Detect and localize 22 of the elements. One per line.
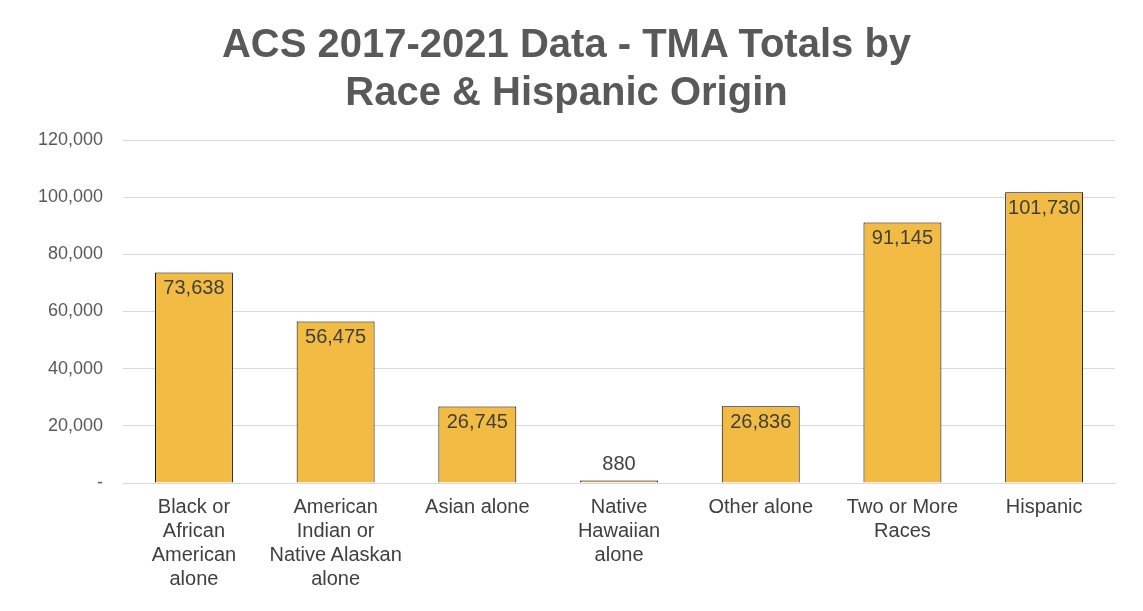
data-label: 880 xyxy=(602,452,636,474)
data-label: 91,145 xyxy=(871,225,934,248)
x-tick-label: American Indian or Native Alaskan alone xyxy=(269,494,402,589)
data-label: 26,745 xyxy=(446,410,508,433)
y-tick-label: 60,000 xyxy=(48,300,104,321)
x-tick-label: Native Hawaiian alone xyxy=(577,494,661,565)
data-label: 26,836 xyxy=(730,409,792,432)
x-tick-label: Asian alone xyxy=(425,494,530,517)
x-tick-label: Other alone xyxy=(708,494,813,517)
x-tick-label: Two or More Races xyxy=(846,494,959,541)
y-tick-label: 80,000 xyxy=(48,243,104,264)
data-label: 73,638 xyxy=(163,276,225,299)
chart-title: ACS 2017-2021 Data - TMA Totals by Race & Hispanic Origin xyxy=(221,21,912,114)
y-tick-label: 20,000 xyxy=(48,414,104,435)
x-tick-label: Hispanic xyxy=(1005,494,1083,517)
y-tick-label: 40,000 xyxy=(48,357,104,378)
data-label: 101,730 xyxy=(1008,195,1081,218)
y-tick-label: - xyxy=(97,471,104,492)
y-tick-label: 100,000 xyxy=(37,186,104,207)
y-tick-label: 120,000 xyxy=(37,128,104,149)
data-label: 56,475 xyxy=(305,325,367,348)
x-tick-label: Black or African American alone xyxy=(151,494,237,589)
